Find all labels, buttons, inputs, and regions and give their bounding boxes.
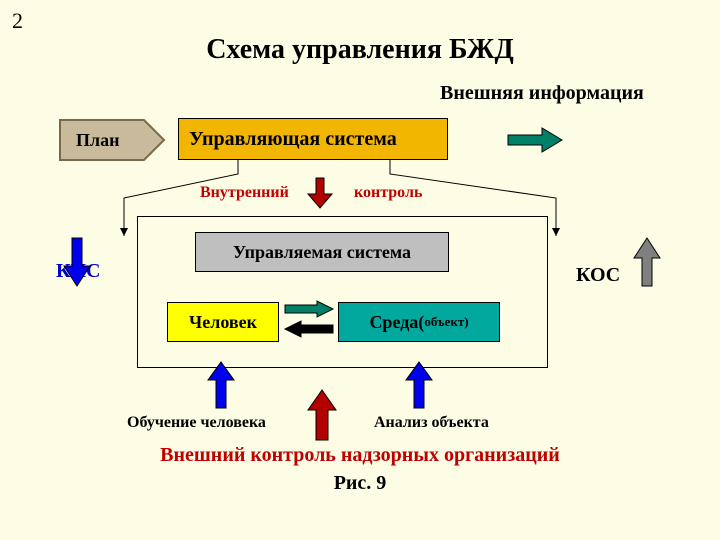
teaching-label: Обучение человека	[127, 414, 266, 432]
figure-label: Рис. 9	[0, 472, 720, 495]
analysis-arrow-icon	[404, 360, 434, 410]
diagram-title: Схема управления БЖД	[0, 34, 720, 66]
managed-system-box: Управляемая система	[195, 232, 449, 272]
control-system-box: Управляющая система	[178, 118, 448, 160]
env-main-label: Среда(	[369, 312, 424, 333]
page-number: 2	[12, 8, 23, 34]
external-info-label: Внешняя информация	[440, 82, 644, 105]
external-control-arrow-icon	[306, 388, 338, 442]
env-small-label: объект)	[424, 314, 468, 330]
human-to-env-arrow-icon	[283, 300, 335, 318]
kpc-arrow-icon	[62, 236, 92, 288]
plan-label: План	[76, 130, 119, 151]
internal-control-arrow-icon	[306, 176, 334, 210]
env-to-human-arrow-icon	[283, 320, 335, 338]
external-info-arrow-icon	[506, 126, 566, 154]
environment-box: Среда(объект)	[338, 302, 500, 342]
analysis-label: Анализ объекта	[374, 414, 489, 432]
external-control-label: Внешний контроль надзорных организаций	[0, 444, 720, 467]
koc-arrow-icon	[632, 236, 662, 288]
teaching-arrow-icon	[206, 360, 236, 410]
human-box: Человек	[167, 302, 279, 342]
koc-label: КОС	[576, 264, 620, 287]
